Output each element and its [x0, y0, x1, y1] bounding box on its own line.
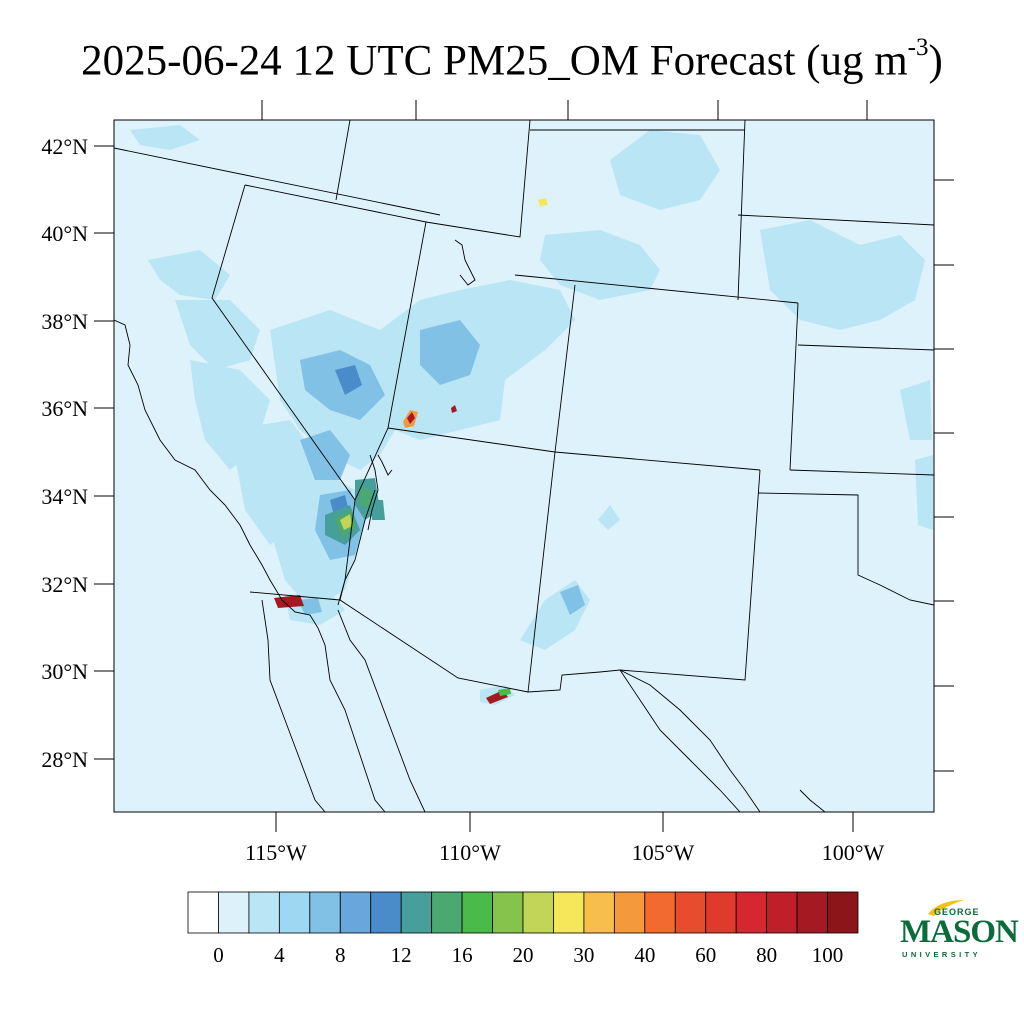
lon-label: 100°W	[822, 840, 885, 865]
colorbar-swatch	[674, 891, 707, 934]
colorbar-label: 30	[573, 943, 594, 967]
lat-label: 32°N	[41, 572, 88, 597]
lon-label: 105°W	[632, 840, 695, 865]
colorbar	[187, 891, 859, 934]
george-mason-logo: GEORGE MASON UNIVERSITY	[898, 898, 1019, 970]
colorbar-swatch	[400, 891, 433, 934]
lat-label: 36°N	[41, 396, 88, 421]
colorbar-label: 16	[452, 943, 473, 967]
colorbar-swatch	[613, 891, 646, 934]
colorbar-label: 80	[756, 943, 777, 967]
lon-label: 110°W	[439, 840, 501, 865]
swoosh-icon	[928, 900, 964, 916]
colorbar-label: 4	[274, 943, 285, 967]
colorbar-label: 12	[391, 943, 412, 967]
colorbar-swatch	[370, 891, 402, 934]
colorbar-swatch	[644, 891, 676, 934]
colorbar-swatch	[735, 891, 768, 934]
colorbar-swatch	[461, 891, 493, 934]
logo-university: UNIVERSITY	[902, 950, 982, 959]
colorbar-swatch	[248, 891, 280, 934]
longitude-labels: 115°W 110°W 105°W 100°W	[245, 840, 884, 865]
title-main: 2025-06-24 12 UTC PM25_OM Forecast (ug m	[81, 37, 908, 85]
title-exponent: -3	[907, 34, 929, 61]
colorbar-swatch	[796, 891, 828, 934]
lat-label: 38°N	[41, 309, 88, 334]
lat-label: 34°N	[41, 484, 88, 509]
logo-mason: MASON	[900, 914, 1019, 950]
lat-label: 30°N	[41, 659, 88, 684]
colorbar-label: 60	[695, 943, 716, 967]
logo-george: GEORGE	[934, 907, 980, 917]
colorbar-swatch	[705, 891, 737, 934]
colorbar-label: 100	[812, 943, 844, 967]
lat-label: 42°N	[41, 134, 88, 159]
boundary-lines	[114, 120, 934, 812]
colorbar-swatch	[766, 891, 798, 934]
latitude-labels: 42°N 40°N 38°N 36°N 34°N 32°N 30°N 28°N	[41, 134, 88, 772]
colorbar-label: 20	[513, 943, 534, 967]
colorbar-labels: 0 4 8 12 16 20 30 40 60 80 100	[213, 943, 843, 967]
colorbar-swatch	[309, 891, 341, 934]
title-close: )	[928, 37, 943, 85]
colorbar-label: 0	[213, 943, 224, 967]
colorbar-label: 8	[335, 943, 346, 967]
colorbar-swatch	[522, 891, 554, 934]
colorbar-swatch	[278, 891, 311, 934]
colorbar-swatch	[218, 891, 250, 934]
colorbar-swatch	[431, 891, 463, 934]
colorbar-swatch	[187, 891, 219, 934]
lat-label: 28°N	[41, 747, 88, 772]
lat-label: 40°N	[41, 221, 88, 246]
colorbar-label: 40	[634, 943, 655, 967]
colorbar-swatch	[583, 891, 615, 934]
colorbar-swatch	[339, 891, 372, 934]
lon-label: 115°W	[245, 840, 307, 865]
colorbar-swatch	[827, 891, 859, 934]
colorbar-swatch	[492, 891, 524, 934]
colorbar-swatch	[553, 891, 585, 934]
chart-title: 2025-06-24 12 UTC PM25_OM Forecast (ug m…	[0, 22, 1024, 91]
